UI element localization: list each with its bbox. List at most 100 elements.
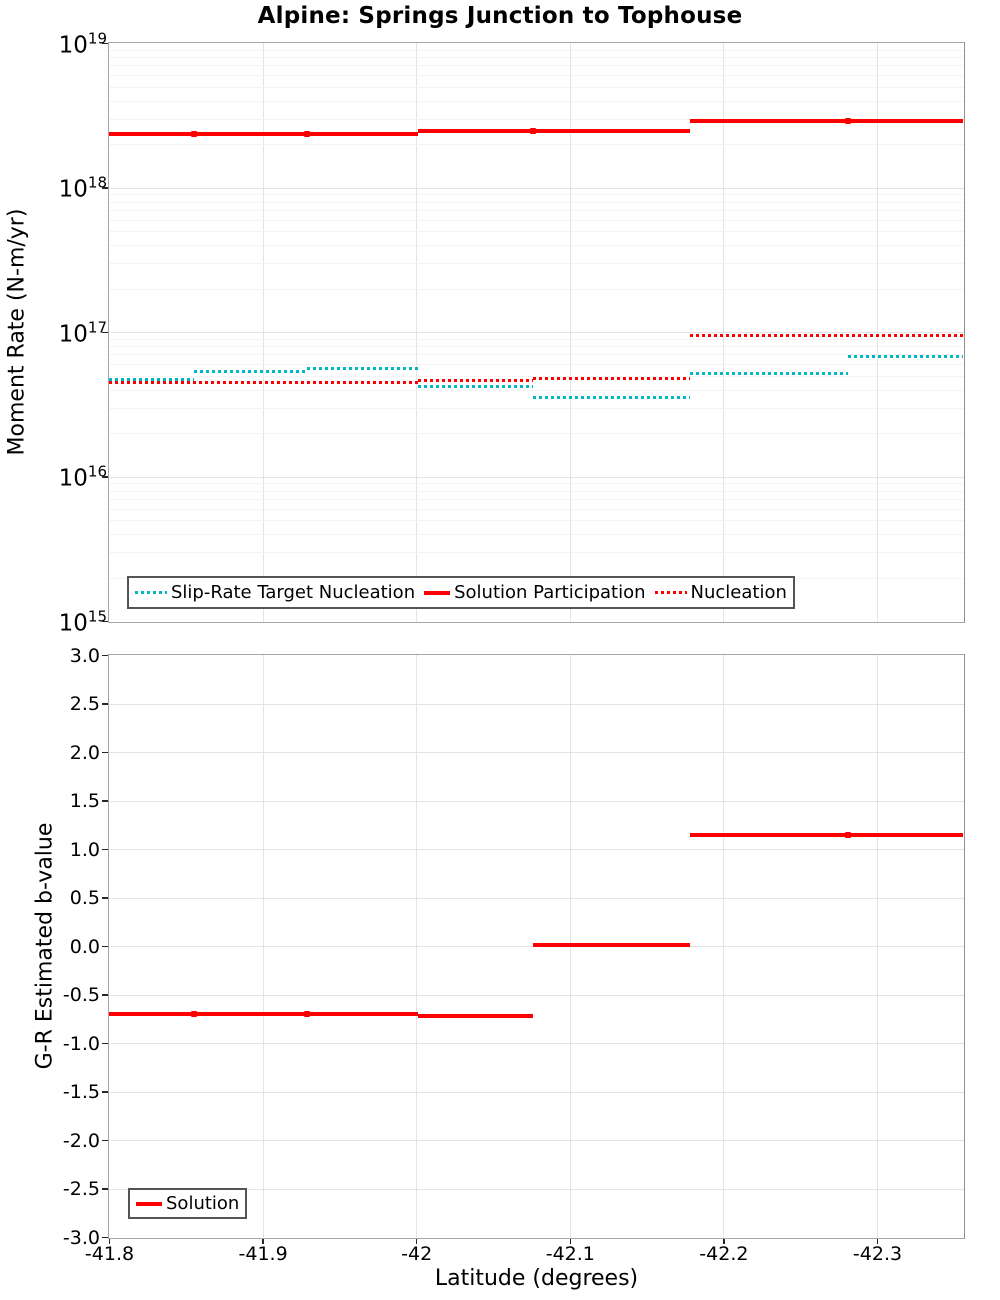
gridline-horizontal-minor <box>109 346 964 347</box>
gridline-horizontal-major <box>109 1091 964 1093</box>
gridline-horizontal-minor <box>109 219 964 221</box>
x-tick-label: -42.3 <box>852 1243 903 1265</box>
gridline-horizontal-minor <box>109 407 964 409</box>
y-axis-tick <box>102 1236 108 1239</box>
gridline-horizontal-major <box>109 476 964 478</box>
legend-item-nucleation: Nucleation <box>654 582 787 603</box>
gridline-horizontal-minor <box>109 534 964 535</box>
series-segment-slip-rate-target-nucleation <box>109 377 194 381</box>
series-segment-solution <box>532 943 690 947</box>
chart-title: Alpine: Springs Junction to Tophouse <box>257 3 743 29</box>
gridline-horizontal-minor <box>109 144 964 145</box>
gridline-horizontal-minor <box>109 100 964 102</box>
series-segment-solution-participation <box>193 131 308 136</box>
gridline-horizontal-major <box>109 994 964 996</box>
y-tick-label: 3.0 <box>69 644 100 667</box>
gridline-horizontal-minor <box>109 483 964 485</box>
y-tick-label: -1.5 <box>62 1081 100 1103</box>
series-segment-nucleation <box>532 376 690 380</box>
gridline-horizontal-minor <box>109 508 964 510</box>
gridline-horizontal-minor <box>109 86 964 88</box>
gridline-horizontal-minor <box>109 520 964 521</box>
y-axis-tick <box>102 994 108 996</box>
series-segment-slip-rate-target-nucleation <box>417 384 533 388</box>
legend-item-solution: Solution <box>136 1193 239 1214</box>
series-segment-solution-participation <box>417 128 533 133</box>
y-tick-label-10e16: 1016 <box>58 462 107 492</box>
y-axis-tick <box>102 751 108 754</box>
series-segment-solution <box>193 1011 308 1016</box>
series-segment-nucleation <box>417 379 533 383</box>
gridline-horizontal-minor <box>109 49 964 51</box>
gridline-horizontal-major <box>109 1140 964 1141</box>
y-tick-label: -3.0 <box>62 1226 100 1249</box>
y-tick-label: -0.5 <box>62 984 100 1006</box>
gridline-horizontal-major <box>109 849 964 850</box>
legend-item-solution-participation: Solution Participation <box>424 582 646 603</box>
y-axis-tick <box>102 897 108 899</box>
legend-label: Solution <box>166 1193 240 1214</box>
b-value-plot-area <box>108 654 965 1239</box>
series-segment-solution <box>109 1011 194 1016</box>
gridline-horizontal-minor <box>109 433 964 434</box>
y-tick-label-10e17: 1017 <box>58 318 107 347</box>
x-axis-tick <box>415 1239 418 1244</box>
y-tick-label: 2.5 <box>69 693 100 715</box>
gridline-horizontal-minor <box>109 490 964 492</box>
gridline-horizontal-minor <box>109 57 964 58</box>
series-segment-solution <box>847 832 963 837</box>
series-segment-solution-participation <box>532 128 690 133</box>
legend-swatch-dotted-line <box>654 591 687 594</box>
x-axis-tick <box>108 1239 111 1244</box>
y-tick-label: 2.0 <box>69 741 100 764</box>
gridline-horizontal-minor <box>109 552 964 554</box>
legend-moment-rate: Slip-Rate Target Nucleation Solution Part… <box>127 576 795 609</box>
gridline-horizontal-minor <box>109 118 964 120</box>
y-tick-label-10e18: 1018 <box>58 173 107 203</box>
gridline-horizontal-major <box>109 703 964 705</box>
series-segment-nucleation <box>109 380 418 384</box>
gridline-horizontal-minor <box>109 364 964 366</box>
gridline-horizontal-minor <box>109 288 964 290</box>
legend-item-slip-rate-target-nucleation: Slip-Rate Target Nucleation <box>135 582 415 603</box>
gridline-horizontal-minor <box>109 354 964 356</box>
gridline-horizontal-minor <box>109 65 964 67</box>
y-axis-tick <box>102 1139 108 1142</box>
y-axis-tick <box>102 1091 108 1093</box>
x-tick-label: -41.8 <box>84 1243 135 1265</box>
gridline-horizontal-major <box>109 187 964 189</box>
gridline-horizontal-major <box>109 332 964 333</box>
y-axis-label-moment-rate: Moment Rate (N-m/yr) <box>4 208 30 456</box>
series-segment-slip-rate-target-nucleation <box>532 396 690 400</box>
series-segment-solution <box>417 1013 533 1018</box>
legend-swatch-solid-line <box>136 1201 162 1206</box>
y-axis-tick <box>102 654 108 657</box>
series-segment-solution <box>307 1011 418 1016</box>
series-segment-nucleation <box>689 333 963 337</box>
gridline-horizontal-minor <box>109 375 964 377</box>
x-axis-tick <box>723 1239 725 1244</box>
x-axis-tick <box>262 1239 264 1244</box>
series-segment-slip-rate-target-nucleation <box>307 366 418 370</box>
gridline-horizontal-minor <box>109 194 964 196</box>
y-axis-tick <box>102 848 108 851</box>
gridline-horizontal-minor <box>109 498 964 500</box>
x-tick-label: -42.1 <box>545 1243 595 1265</box>
y-axis-tick <box>102 187 108 189</box>
gridline-horizontal-minor <box>109 75 964 77</box>
x-axis-tick <box>569 1239 571 1244</box>
series-segment-solution-participation <box>689 118 848 123</box>
moment-rate-plot-area <box>108 42 965 623</box>
legend-label: Nucleation <box>690 582 787 603</box>
y-axis-tick <box>102 1188 108 1190</box>
y-tick-label-10e15: 1015 <box>58 607 107 636</box>
y-tick-label-10e19: 1019 <box>58 29 107 58</box>
gridline-horizontal-minor <box>109 201 964 203</box>
y-axis-tick <box>102 331 108 334</box>
x-axis-label-latitude: Latitude (degrees) <box>434 1266 639 1291</box>
legend-label: Solution Participation <box>454 582 646 603</box>
series-segment-slip-rate-target-nucleation <box>847 354 963 358</box>
gridline-horizontal-minor <box>109 338 964 340</box>
y-axis-tick <box>102 1042 108 1045</box>
series-segment-solution-participation <box>307 131 418 136</box>
